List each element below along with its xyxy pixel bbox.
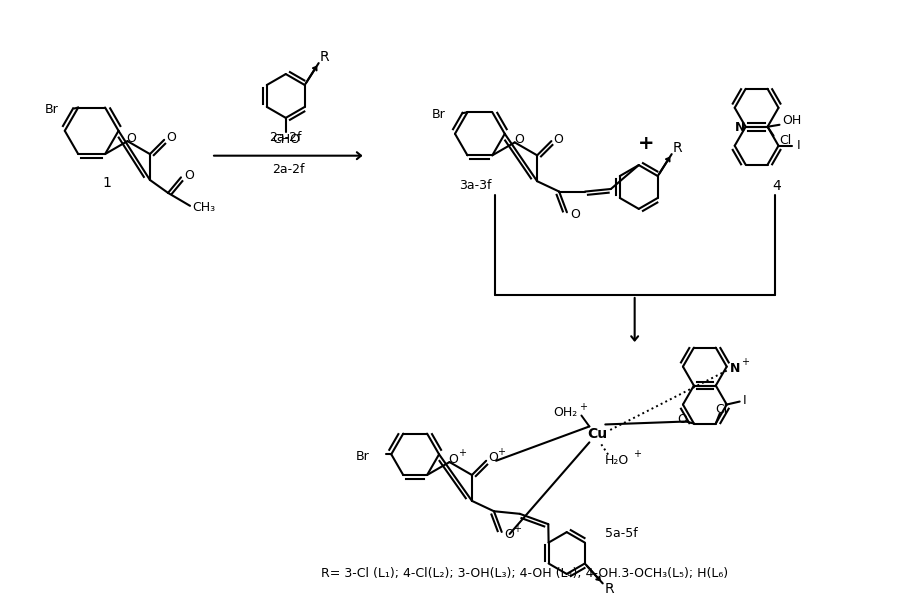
Text: O: O <box>676 413 686 426</box>
Text: CH₃: CH₃ <box>192 201 215 215</box>
Text: 1: 1 <box>102 176 111 190</box>
Text: Br: Br <box>44 103 58 116</box>
Text: +: + <box>512 524 520 534</box>
Text: R: R <box>320 50 329 64</box>
Text: CHO: CHO <box>272 133 300 147</box>
Text: O: O <box>166 131 176 144</box>
Text: 4: 4 <box>771 179 780 193</box>
Text: O: O <box>184 169 193 182</box>
Text: I: I <box>742 394 746 407</box>
Text: R: R <box>604 582 614 596</box>
Text: O: O <box>488 451 498 465</box>
Text: +: + <box>579 401 587 412</box>
Text: O: O <box>553 133 563 145</box>
Text: Cl: Cl <box>715 403 727 416</box>
Text: R: R <box>672 141 682 155</box>
Text: Cu: Cu <box>587 427 607 441</box>
Text: OH₂: OH₂ <box>553 406 577 419</box>
Text: 3a-3f: 3a-3f <box>458 179 490 192</box>
Text: O: O <box>569 208 579 221</box>
Text: OH: OH <box>781 114 800 127</box>
Text: O: O <box>126 132 136 145</box>
Text: +: + <box>740 357 748 367</box>
Text: N: N <box>729 362 739 375</box>
Text: O: O <box>448 452 458 466</box>
Text: Cl: Cl <box>778 134 791 147</box>
Text: 2a-2f: 2a-2f <box>272 163 304 176</box>
Text: O: O <box>504 528 514 542</box>
Text: R= 3-Cl (L₁); 4-Cl(L₂); 3-OH(L₃); 4-OH (L₄); 4-OH.3-OCH₃(L₅); H(L₆): R= 3-Cl (L₁); 4-Cl(L₂); 3-OH(L₃); 4-OH (… <box>321 567 727 580</box>
Text: +: + <box>458 448 466 458</box>
Text: I: I <box>796 139 799 152</box>
Text: Br: Br <box>355 450 369 463</box>
Text: +: + <box>632 449 640 459</box>
Text: +: + <box>497 447 505 457</box>
Text: 5a-5f: 5a-5f <box>604 527 638 540</box>
Text: 2a-2f: 2a-2f <box>269 131 302 144</box>
Text: +: + <box>638 134 654 153</box>
Text: O: O <box>513 133 523 146</box>
Text: H₂O: H₂O <box>604 454 628 467</box>
Text: N: N <box>733 121 744 134</box>
Text: Br: Br <box>432 108 445 121</box>
